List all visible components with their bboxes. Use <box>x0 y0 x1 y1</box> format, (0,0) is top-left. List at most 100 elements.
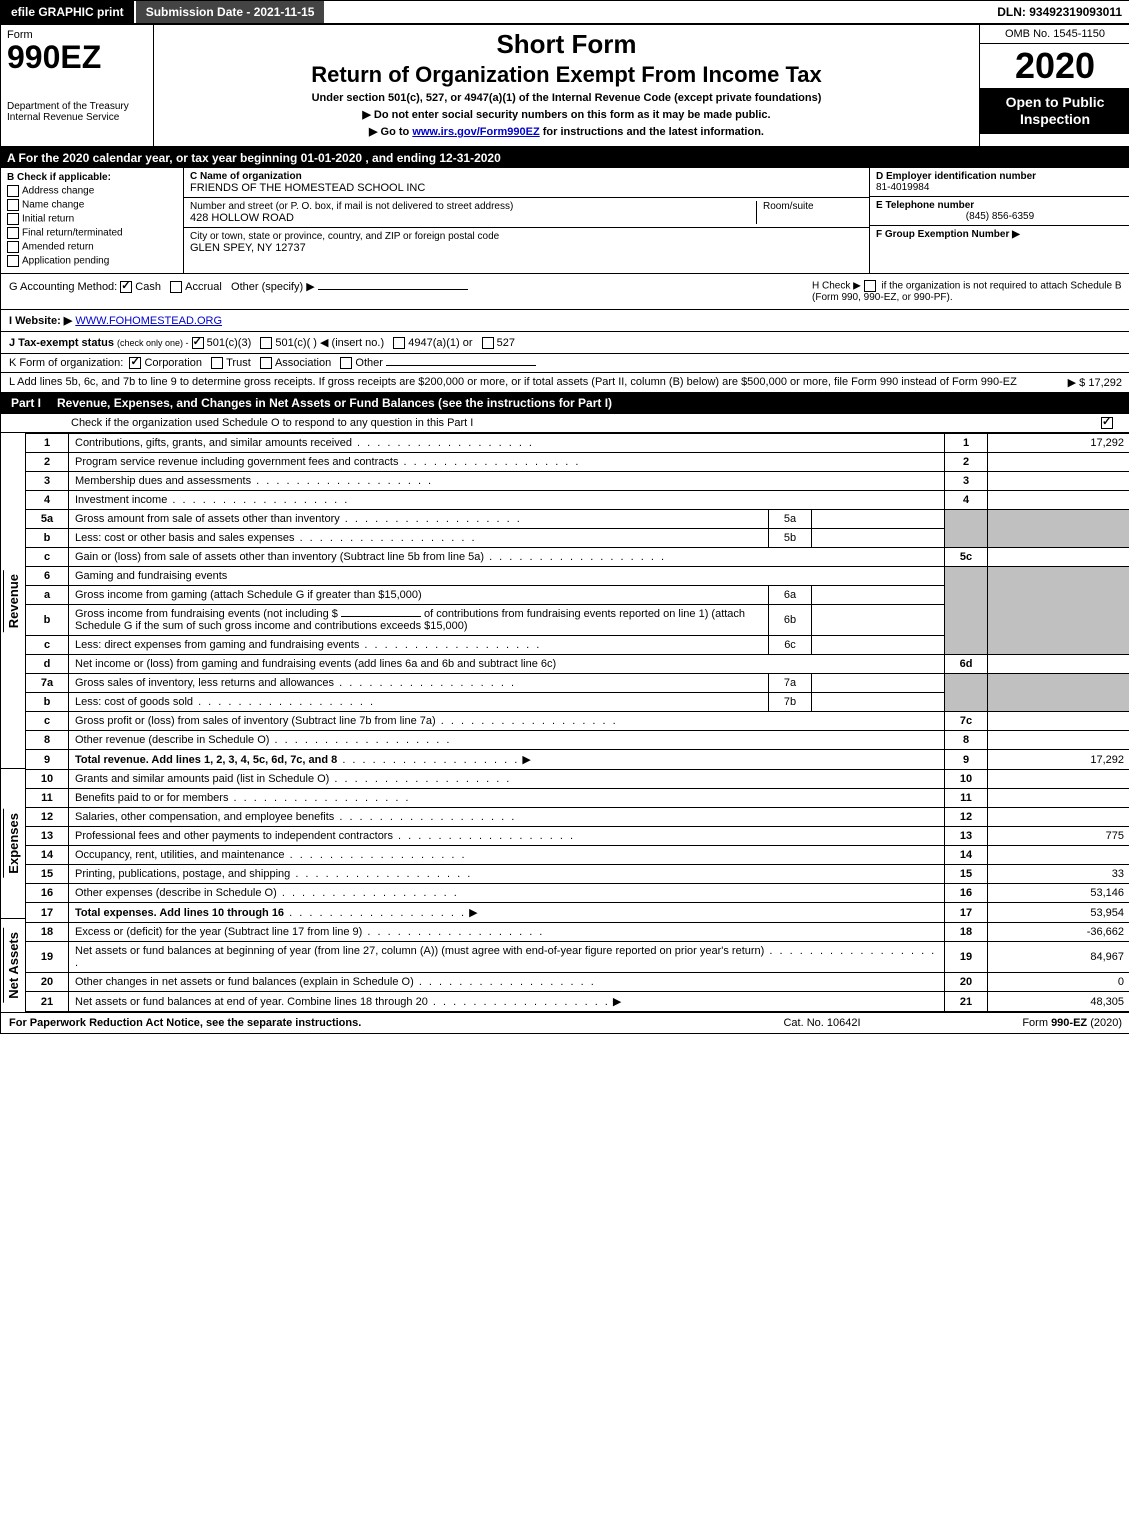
chk-name-change[interactable]: Name change <box>7 199 177 211</box>
chk-association[interactable] <box>260 357 272 369</box>
subtitle: Under section 501(c), 527, or 4947(a)(1)… <box>164 92 969 104</box>
c-name-value: FRIENDS OF THE HOMESTEAD SCHOOL INC <box>190 182 863 194</box>
val-6c[interactable] <box>812 636 945 655</box>
line-8: 8 Other revenue (describe in Schedule O)… <box>26 731 1129 750</box>
goto-line: ▶ Go to www.irs.gov/Form990EZ for instru… <box>164 125 969 138</box>
chk-other-org[interactable] <box>340 357 352 369</box>
side-netassets: Net Assets <box>3 928 23 1003</box>
i-label: I Website: ▶ <box>9 315 72 327</box>
line-2: 2 Program service revenue including gove… <box>26 453 1129 472</box>
f-group-label: F Group Exemption Number ▶ <box>876 229 1020 240</box>
chk-schedule-o[interactable] <box>1101 417 1113 429</box>
form-container: efile GRAPHIC print Submission Date - 20… <box>0 0 1129 1034</box>
lines-table: 1 Contributions, gifts, grants, and simi… <box>26 433 1129 1012</box>
chk-527[interactable] <box>482 337 494 349</box>
department-label: Department of the Treasury <box>7 101 147 112</box>
goto-prefix: ▶ Go to <box>369 126 412 138</box>
section-b-c-d: B Check if applicable: Address change Na… <box>1 168 1129 274</box>
d-ein-value: 81-4019984 <box>876 182 1124 193</box>
line-10: 10 Grants and similar amounts paid (list… <box>26 770 1129 789</box>
header-mid: Short Form Return of Organization Exempt… <box>154 25 979 146</box>
line-6: 6 Gaming and fundraising events <box>26 567 1129 586</box>
side-expenses: Expenses <box>3 809 23 878</box>
b-check-label: B Check if applicable: <box>7 172 177 183</box>
period-bar: A For the 2020 calendar year, or tax yea… <box>1 148 1129 168</box>
val-7a[interactable] <box>812 674 945 693</box>
g-label: G Accounting Method: <box>9 281 117 293</box>
main-title: Return of Organization Exempt From Incom… <box>164 62 969 88</box>
g-h-row: G Accounting Method: Cash Accrual Other … <box>1 274 1129 310</box>
short-form-title: Short Form <box>164 29 969 60</box>
part-i-sub-text: Check if the organization used Schedule … <box>71 417 473 429</box>
line-3: 3 Membership dues and assessments 3 <box>26 472 1129 491</box>
l-gross-receipts-row: L Add lines 5b, 6c, and 7b to line 9 to … <box>1 373 1129 393</box>
footer-formref: Form 990-EZ (2020) <box>922 1017 1122 1029</box>
k-other-input[interactable] <box>386 365 536 366</box>
line-5a: 5a Gross amount from sale of assets othe… <box>26 510 1129 529</box>
chk-accrual[interactable] <box>170 281 182 293</box>
l-amount: ▶ $ 17,292 <box>1068 376 1122 389</box>
line-12: 12 Salaries, other compensation, and emp… <box>26 808 1129 827</box>
section-d-e-f: D Employer identification number 81-4019… <box>869 168 1129 273</box>
part-i-header: Part I Revenue, Expenses, and Changes in… <box>1 393 1129 414</box>
line-20: 20 Other changes in net assets or fund b… <box>26 973 1129 992</box>
topbar-spacer <box>326 1 989 23</box>
lines-body: 1 Contributions, gifts, grants, and simi… <box>26 433 1129 1012</box>
val-6b[interactable] <box>812 605 945 636</box>
line-13: 13 Professional fees and other payments … <box>26 827 1129 846</box>
chk-501c3[interactable] <box>192 337 204 349</box>
val-6a[interactable] <box>812 586 945 605</box>
section-c: C Name of organization FRIENDS OF THE HO… <box>184 168 869 273</box>
line-7c: c Gross profit or (loss) from sales of i… <box>26 712 1129 731</box>
line-4: 4 Investment income 4 <box>26 491 1129 510</box>
g-other-input[interactable] <box>318 289 468 290</box>
chk-initial-return[interactable]: Initial return <box>7 213 177 225</box>
addr-value: 428 HOLLOW ROAD <box>190 212 756 224</box>
chk-amended-return[interactable]: Amended return <box>7 241 177 253</box>
g-accounting: G Accounting Method: Cash Accrual Other … <box>9 280 812 303</box>
k-label: K Form of organization: <box>9 357 123 369</box>
chk-corporation[interactable] <box>129 357 141 369</box>
city-label: City or town, state or province, country… <box>190 231 863 242</box>
irs-link[interactable]: www.irs.gov/Form990EZ <box>412 126 539 138</box>
line-1: 1 Contributions, gifts, grants, and simi… <box>26 434 1129 453</box>
chk-address-change[interactable]: Address change <box>7 185 177 197</box>
website-link[interactable]: WWW.FOHOMESTEAD.ORG <box>75 315 222 327</box>
room-label: Room/suite <box>763 201 863 212</box>
header-left: Form 990EZ Department of the Treasury In… <box>1 25 154 146</box>
footer-catno: Cat. No. 10642I <box>722 1017 922 1029</box>
chk-trust[interactable] <box>211 357 223 369</box>
h-schedule-b: H Check ▶ if the organization is not req… <box>812 280 1122 303</box>
dln-label: DLN: 93492319093011 <box>989 1 1129 23</box>
line-15: 15 Printing, publications, postage, and … <box>26 865 1129 884</box>
part-i-title: Revenue, Expenses, and Changes in Net As… <box>51 393 1129 413</box>
val-6b-contrib[interactable] <box>341 616 421 617</box>
part-i-grid: Revenue Expenses Net Assets 1 Contributi… <box>1 433 1129 1012</box>
line-11: 11 Benefits paid to or for members 11 <box>26 789 1129 808</box>
k-form-org-row: K Form of organization: Corporation Trus… <box>1 354 1129 373</box>
j-small: (check only one) - <box>117 338 189 348</box>
line-19: 19 Net assets or fund balances at beginn… <box>26 942 1129 973</box>
chk-final-return[interactable]: Final return/terminated <box>7 227 177 239</box>
val-5a[interactable] <box>812 510 945 529</box>
j-tax-exempt-row: J Tax-exempt status (check only one) - 5… <box>1 332 1129 354</box>
line-14: 14 Occupancy, rent, utilities, and maint… <box>26 846 1129 865</box>
h-label: H Check ▶ <box>812 281 861 292</box>
page-footer: For Paperwork Reduction Act Notice, see … <box>1 1012 1129 1033</box>
goto-suffix: for instructions and the latest informat… <box>543 126 764 138</box>
submission-date-button[interactable]: Submission Date - 2021-11-15 <box>136 1 327 23</box>
part-i-sub: Check if the organization used Schedule … <box>1 414 1129 433</box>
form-number: 990EZ <box>7 41 147 73</box>
part-i-label: Part I <box>1 393 51 413</box>
chk-501c[interactable] <box>260 337 272 349</box>
efile-print-button[interactable]: efile GRAPHIC print <box>1 1 136 23</box>
chk-application-pending[interactable]: Application pending <box>7 255 177 267</box>
line-7a: 7a Gross sales of inventory, less return… <box>26 674 1129 693</box>
form-header: Form 990EZ Department of the Treasury In… <box>1 25 1129 148</box>
city-value: GLEN SPEY, NY 12737 <box>190 242 863 254</box>
chk-cash[interactable] <box>120 281 132 293</box>
val-7b[interactable] <box>812 693 945 712</box>
chk-h[interactable] <box>864 280 876 292</box>
val-5b[interactable] <box>812 529 945 548</box>
chk-4947[interactable] <box>393 337 405 349</box>
